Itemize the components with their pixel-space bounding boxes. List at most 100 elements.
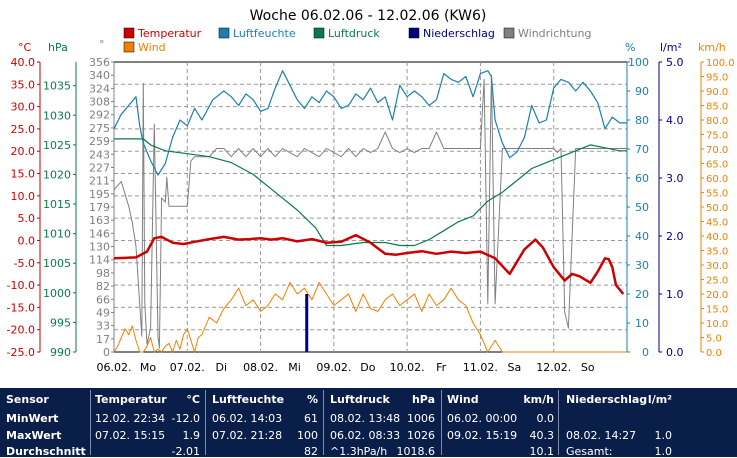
series-line-luftfeuchte bbox=[113, 70, 627, 176]
x-tick-date: 09.02. bbox=[316, 361, 351, 374]
pressure-tick-label: 990 bbox=[50, 346, 71, 359]
rain-tick-label: 0.0 bbox=[666, 346, 684, 359]
temperature-tick-label: 35.0 bbox=[11, 78, 36, 91]
stats-row-label: Durchschnitt bbox=[6, 445, 86, 458]
temperature-tick-label: -10.0 bbox=[7, 279, 35, 292]
stats-pres-value: 1026 bbox=[407, 429, 435, 442]
direction-tick-label: 98 bbox=[96, 267, 110, 280]
wind-tick-label: 80.0 bbox=[706, 116, 728, 127]
stats-rain-value: 1.0 bbox=[654, 429, 673, 442]
legend-swatch bbox=[503, 27, 515, 39]
direction-tick-label: 179 bbox=[89, 201, 110, 214]
x-tick-date: 07.02. bbox=[170, 361, 205, 374]
temperature-tick-label: 15.0 bbox=[11, 168, 36, 181]
unit-humidity: % bbox=[625, 41, 635, 54]
stats-temp-value: -12.0 bbox=[171, 412, 200, 425]
wind-tick-label: 90.0 bbox=[706, 87, 728, 98]
stats-pres-value: 1018.6 bbox=[396, 445, 436, 458]
temperature-tick-label: -15.0 bbox=[7, 301, 35, 314]
wind-tick-label: 35.0 bbox=[706, 247, 728, 258]
pressure-tick-label: 1020 bbox=[43, 168, 71, 181]
stats-pres-time: ^1.3hPa/h bbox=[330, 445, 388, 458]
chart-title: Woche 06.02.06 - 12.02.06 (KW6) bbox=[250, 8, 487, 24]
humidity-tick-label: 70 bbox=[635, 143, 649, 156]
pressure-tick-label: 1015 bbox=[43, 198, 71, 211]
legend-label: Temperatur bbox=[137, 27, 202, 40]
pressure-tick-label: 995 bbox=[50, 316, 71, 329]
x-tick-day: Mo bbox=[140, 361, 156, 374]
wind-tick-label: 30.0 bbox=[706, 261, 728, 272]
pressure-tick-label: 1025 bbox=[43, 139, 71, 152]
series-line-temperatur bbox=[113, 233, 625, 295]
stats-temp-value: -2.01 bbox=[171, 445, 200, 458]
temperature-tick-label: 5.0 bbox=[18, 212, 36, 225]
direction-tick-label: 17 bbox=[96, 333, 110, 346]
wind-tick-label: 95.0 bbox=[706, 73, 728, 84]
direction-tick-label: 340 bbox=[89, 69, 110, 82]
stats-header-pressure-unit: hPa bbox=[411, 393, 435, 406]
legend-label: Niederschlag bbox=[423, 27, 495, 40]
x-tick-day: Fr bbox=[436, 361, 447, 374]
temperature-tick-label: -25.0 bbox=[7, 346, 35, 359]
temperature-tick-label: 40.0 bbox=[11, 56, 36, 69]
stats-header-wind-unit: km/h bbox=[523, 393, 554, 406]
stats-hum-time: 07.02. 21:28 bbox=[212, 429, 283, 442]
series-line-wind bbox=[113, 281, 627, 353]
wind-tick-label: 50.0 bbox=[706, 203, 728, 214]
stats-row-label: MaxWert bbox=[6, 429, 62, 442]
humidity-tick-label: 0 bbox=[642, 346, 649, 359]
direction-tick-label: 275 bbox=[89, 122, 110, 135]
direction-tick-label: 163 bbox=[89, 214, 110, 227]
legend-swatch bbox=[123, 27, 135, 39]
wind-tick-label: 20.0 bbox=[706, 290, 728, 301]
weather-chart: Woche 06.02.06 - 12.02.06 (KW6) Temperat… bbox=[7, 8, 735, 374]
temperature-tick-label: 0.0 bbox=[18, 234, 36, 247]
pressure-tick-label: 1000 bbox=[43, 287, 71, 300]
pressure-tick-label: 1005 bbox=[43, 257, 71, 270]
unit-rain: l/m² bbox=[660, 41, 682, 54]
wind-tick-label: 70.0 bbox=[706, 145, 728, 156]
direction-tick-label: 195 bbox=[89, 188, 110, 201]
stats-temp-time: 07.02. 15:15 bbox=[95, 429, 166, 442]
chart-legend: Temperatur Luftfeuchte Luftdruck Niederschl… bbox=[123, 27, 591, 54]
stats-temp-value: 1.9 bbox=[182, 429, 201, 442]
legend-swatch bbox=[408, 27, 420, 39]
direction-tick-label: 130 bbox=[89, 241, 110, 254]
stats-header-temperature-unit: °C bbox=[186, 393, 200, 406]
stats-wind-value: 40.3 bbox=[529, 429, 555, 442]
direction-tick-label: 33 bbox=[96, 320, 110, 333]
chart-series bbox=[113, 70, 627, 353]
direction-tick-label: 227 bbox=[89, 161, 110, 174]
rain-tick-label: 2.0 bbox=[666, 230, 684, 243]
x-axis: 06.02. Mo 07.02. Di 08.02. Mi 09.02. Do 10.02. Fr… bbox=[97, 361, 595, 374]
direction-tick-label: 49 bbox=[96, 306, 110, 319]
series-line-luftdruck bbox=[114, 138, 627, 247]
wind-axis: 100.0 95.0 90.0 85.0 80.0 75.0 70.0 65.0 60.0 55.… bbox=[700, 58, 735, 359]
humidity-tick-label: 30 bbox=[635, 259, 649, 272]
pressure-axis: 1035 1030 1025 1020 1015 1010 1005 1000 995 990 bbox=[43, 62, 77, 359]
wind-tick-label: 25.0 bbox=[706, 276, 728, 287]
series-line-windrichtung bbox=[113, 74, 627, 349]
wind-tick-label: 5.0 bbox=[706, 334, 722, 345]
wind-tick-label: 100.0 bbox=[706, 58, 735, 69]
x-tick-day: Do bbox=[360, 361, 375, 374]
temperature-tick-label: 25.0 bbox=[11, 123, 36, 136]
direction-tick-label: 356 bbox=[89, 56, 110, 69]
x-tick-day: So bbox=[581, 361, 595, 374]
stats-header-pressure: Luftdruck bbox=[330, 393, 390, 406]
stats-rain-value: 1.0 bbox=[654, 445, 673, 458]
unit-temperature: °C bbox=[18, 41, 32, 54]
stats-pres-time: 08.02. 13:48 bbox=[330, 412, 401, 425]
stats-separator bbox=[323, 390, 324, 455]
wind-tick-label: 85.0 bbox=[706, 102, 728, 113]
wind-tick-label: 0.0 bbox=[706, 348, 722, 359]
x-tick-date: 10.02. bbox=[390, 361, 425, 374]
rain-tick-label: 1.0 bbox=[666, 288, 684, 301]
stats-pres-value: 1006 bbox=[407, 412, 435, 425]
stats-header-temperature: Temperatur bbox=[95, 393, 167, 406]
stats-header-humidity: Luftfeuchte bbox=[212, 393, 285, 406]
stats-wind-time: 09.02. 15:19 bbox=[447, 429, 518, 442]
stats-hum-time: 06.02. 14:03 bbox=[212, 412, 283, 425]
direction-tick-label: 66 bbox=[96, 293, 110, 306]
